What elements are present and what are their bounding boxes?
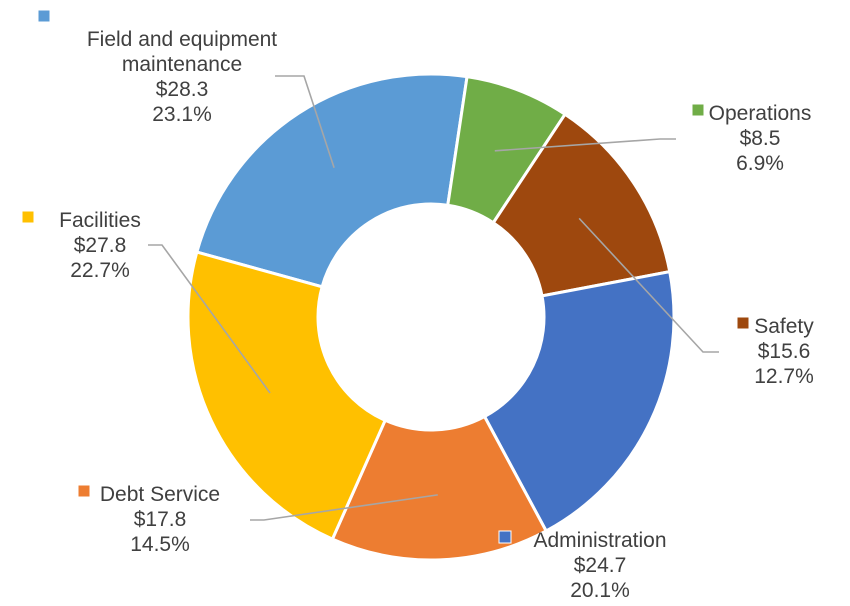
leader-line-field-and-equipment-maintenance	[275, 75, 335, 168]
category-label: Administration	[533, 529, 666, 552]
data-label-administration: Administration$24.720.1%	[498, 529, 667, 602]
category-label: Safety	[754, 315, 814, 338]
percent-label: 6.9%	[736, 152, 784, 175]
value-label: $17.8	[134, 508, 187, 531]
legend-swatch-safety	[736, 316, 750, 330]
value-label: $24.7	[574, 554, 627, 577]
slice-debt-service	[330, 414, 549, 562]
value-label: $27.8	[74, 234, 127, 257]
value-label: $15.6	[758, 340, 811, 363]
slice-administration	[482, 269, 676, 534]
legend-swatch-administration	[498, 530, 512, 544]
percent-label: 23.1%	[152, 103, 212, 126]
value-label: $28.3	[156, 78, 209, 101]
category-label: Field and equipment	[87, 28, 277, 51]
leader-line-operations	[494, 138, 676, 152]
legend-swatch-facilities	[21, 210, 35, 224]
legend-swatch-operations	[691, 103, 705, 117]
slice-facilities	[186, 250, 388, 542]
legend-swatch-debt-service	[77, 484, 91, 498]
category-label: Operations	[709, 102, 812, 125]
percent-label: 22.7%	[70, 259, 130, 282]
leader-line-debt-service	[250, 494, 438, 521]
percent-label: 14.5%	[130, 533, 190, 556]
data-label-operations: Operations$8.56.9%	[691, 102, 812, 175]
slice-field-and-equipment-maintenance	[194, 72, 469, 289]
category-label: Debt Service	[100, 483, 220, 506]
data-label-safety: Safety$15.612.7%	[736, 315, 814, 388]
legend-swatch-field-and-equipment-maintenance	[37, 9, 51, 23]
data-label-facilities: Facilities$27.822.7%	[21, 209, 141, 282]
category-label: maintenance	[122, 53, 242, 76]
leader-line-facilities	[148, 244, 271, 394]
percent-label: 20.1%	[570, 579, 630, 602]
category-label: Facilities	[59, 209, 141, 232]
percent-label: 12.7%	[754, 365, 814, 388]
value-label: $8.5	[740, 127, 781, 150]
leader-line-safety	[578, 217, 719, 353]
data-label-debt-service: Debt Service$17.814.5%	[77, 483, 220, 556]
